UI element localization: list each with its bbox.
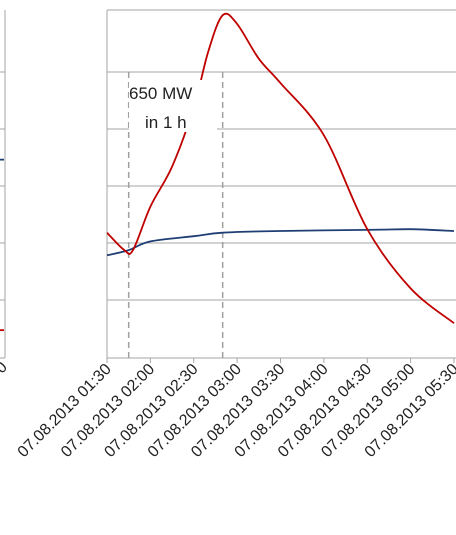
left-x-tick-label: 00 [0, 359, 11, 384]
ramp-annotation: 650 MW in 1 h [129, 80, 217, 132]
annotation-line-2: in 1 h [145, 113, 187, 132]
series-line [106, 228, 455, 257]
annotation-line-1: 650 MW [129, 84, 192, 103]
annotation-background [129, 80, 217, 132]
left-chart-panel: 00 [0, 10, 11, 383]
series-line [106, 12, 455, 324]
